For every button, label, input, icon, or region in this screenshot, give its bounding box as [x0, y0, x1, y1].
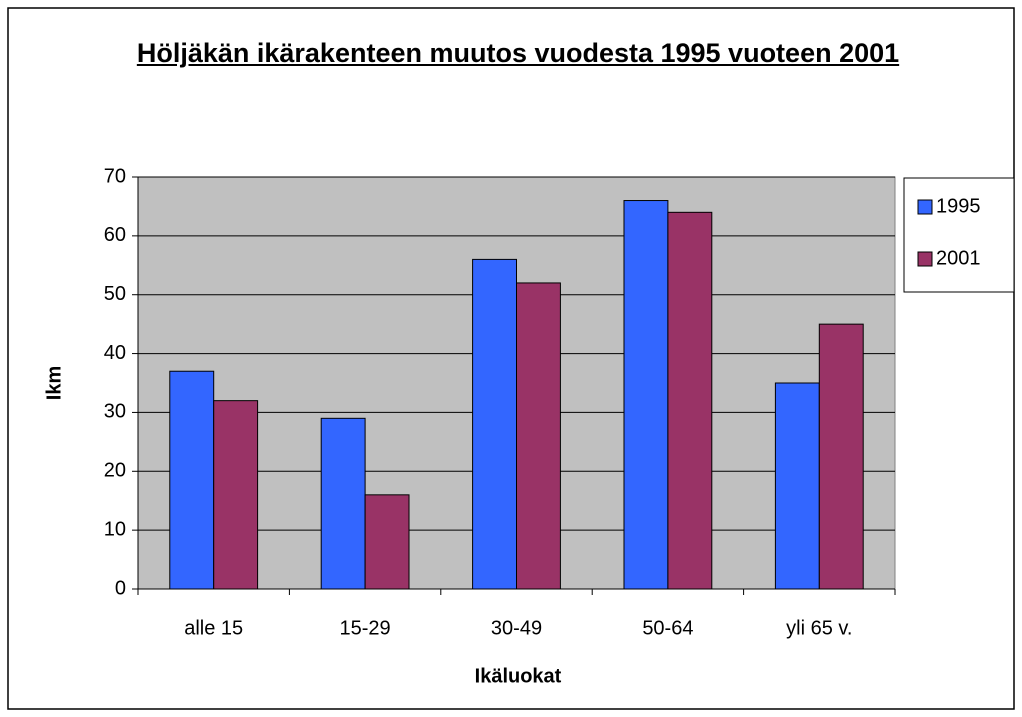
- y-tick-label: 60: [104, 224, 126, 246]
- x-tick-label: 50-64: [642, 617, 693, 639]
- y-tick-label: 70: [104, 165, 126, 187]
- legend-swatch: [917, 251, 933, 267]
- chart-title: Höljäkän ikärakenteen muutos vuodesta 19…: [136, 38, 900, 68]
- legend-swatch: [917, 199, 933, 215]
- legend-box: [903, 177, 1015, 293]
- bar: [516, 282, 561, 590]
- legend-label: 2001: [936, 247, 981, 269]
- y-axis-label: Ikm: [43, 366, 65, 400]
- y-tick-label: 30: [104, 401, 126, 423]
- bar: [818, 323, 864, 590]
- x-tick-label: alle 15: [184, 617, 243, 639]
- x-tick-label: 30-49: [491, 617, 542, 639]
- y-tick-label: 10: [104, 518, 126, 540]
- y-tick-label: 0: [115, 577, 126, 599]
- bar: [623, 200, 669, 590]
- bar: [169, 370, 215, 590]
- bar: [320, 417, 366, 590]
- bar: [774, 382, 820, 590]
- y-tick-label: 50: [104, 283, 126, 305]
- bar: [364, 494, 410, 590]
- y-tick-label: 40: [104, 342, 126, 364]
- x-tick-label: yli 65 v.: [786, 617, 852, 639]
- legend-label: 1995: [936, 195, 981, 217]
- bar: [213, 400, 259, 590]
- bar: [667, 211, 713, 590]
- y-tick-label: 20: [104, 460, 126, 482]
- x-tick-label: 15-29: [340, 617, 391, 639]
- x-axis-label: Ikäluokat: [475, 665, 562, 687]
- bar: [472, 258, 517, 590]
